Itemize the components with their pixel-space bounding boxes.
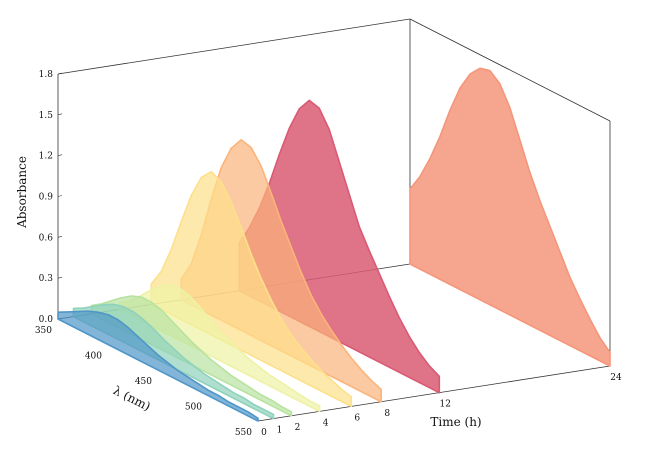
axis-line <box>57 18 411 75</box>
y-tick-label: 12 <box>440 400 451 410</box>
series-group <box>57 67 611 422</box>
x-tick-label: 500 <box>185 403 202 413</box>
series-area-t24 <box>409 67 611 367</box>
x-tick-label: 400 <box>85 352 102 362</box>
z-tick-label: 1.8 <box>39 70 54 80</box>
z-tick-label: 0.6 <box>39 233 54 243</box>
y-tick-label: 8 <box>384 409 390 419</box>
y-tick-label: 1 <box>277 426 283 436</box>
series-area-t4 <box>118 283 321 413</box>
z-tick-mark <box>57 236 63 238</box>
axis-line <box>409 18 611 122</box>
series-area-t6 <box>150 170 353 408</box>
z-axis-title: Absorbance <box>15 156 29 229</box>
z-tick-label: 1.2 <box>39 152 53 162</box>
y-tick-label: 2 <box>295 423 301 433</box>
x-tick-label: 450 <box>135 377 152 387</box>
z-tick-mark <box>57 276 63 279</box>
z-tick-mark <box>57 195 63 197</box>
y-tick-label: 24 <box>610 373 622 383</box>
z-tick-label: 1.5 <box>39 111 54 121</box>
x-axis-title: λ (nm) <box>111 383 153 414</box>
x-tick-label: 350 <box>35 326 52 336</box>
x-tick-label: 550 <box>235 428 252 438</box>
series-area-t0 <box>57 310 259 422</box>
z-tick-mark <box>57 154 63 156</box>
z-tick-label: 0.3 <box>39 274 54 284</box>
y-tick-label: 6 <box>354 413 360 423</box>
y-axis-title: Time (h) <box>430 415 481 429</box>
axis-line <box>257 365 611 422</box>
y-tick-label: 4 <box>323 418 329 428</box>
y-tick-label: 0 <box>261 428 267 438</box>
z-tick-label: 0.9 <box>39 193 54 203</box>
z-tick-mark <box>57 113 63 116</box>
z-tick-label: 0.0 <box>39 315 54 325</box>
z-tick-mark <box>57 72 63 75</box>
